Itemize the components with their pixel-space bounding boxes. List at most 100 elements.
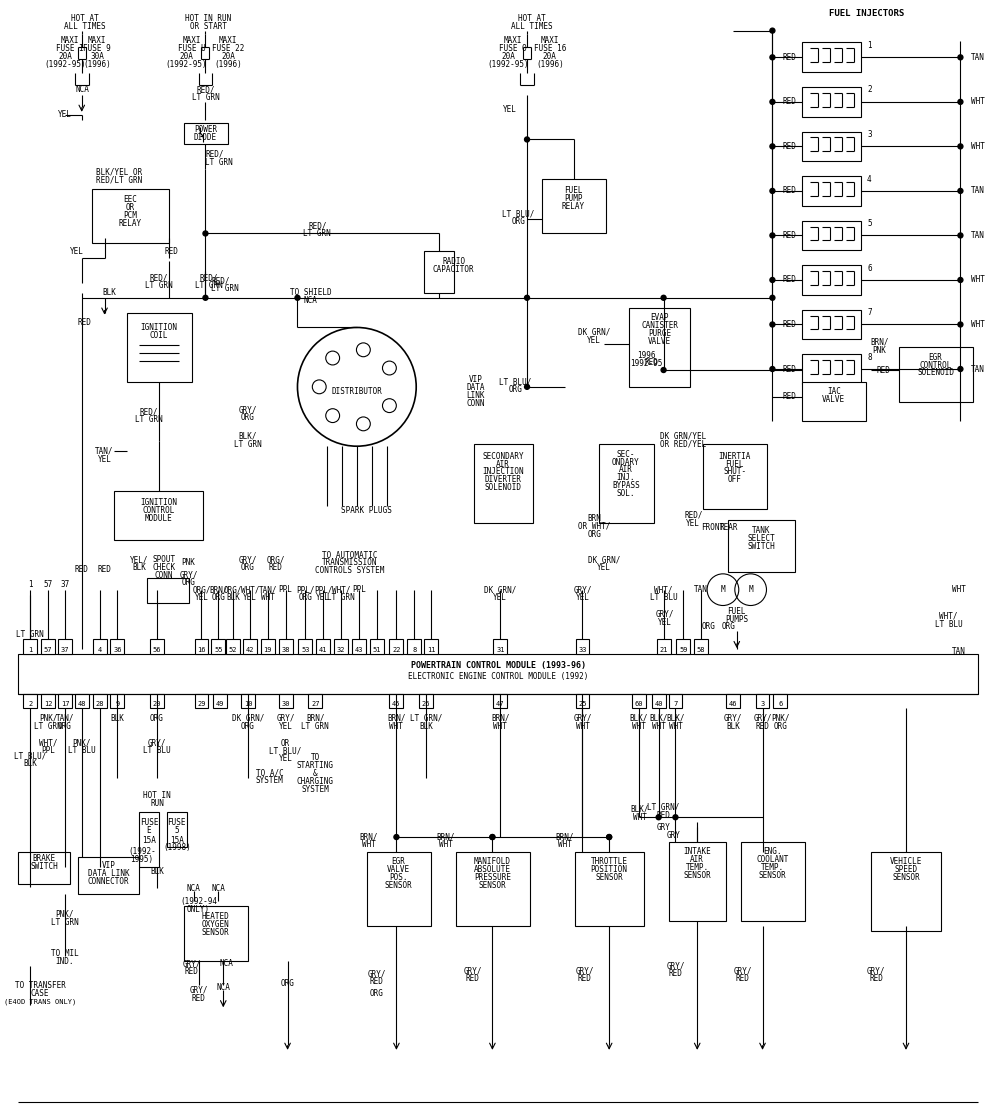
Text: GRY/: GRY/	[655, 610, 674, 619]
Text: PPL/: PPL/	[296, 585, 315, 594]
Text: FUSE U: FUSE U	[178, 44, 205, 53]
Text: LT BLU: LT BLU	[143, 747, 171, 756]
Text: RED: RED	[876, 366, 890, 375]
Bar	[147, 578, 189, 603]
Bar	[184, 907, 248, 960]
Text: 40: 40	[654, 701, 663, 708]
Text: SPOUT: SPOUT	[152, 556, 175, 565]
Text: 53: 53	[301, 647, 310, 653]
Bar	[407, 639, 421, 654]
Text: WHT: WHT	[362, 841, 376, 850]
Text: 29: 29	[197, 701, 206, 708]
Bar	[298, 639, 312, 654]
Text: BLK/: BLK/	[666, 713, 685, 723]
Text: 1995): 1995)	[131, 855, 154, 864]
Bar	[629, 307, 690, 387]
Text: YEL: YEL	[493, 593, 507, 603]
Text: GRY/: GRY/	[189, 986, 208, 995]
Text: 58: 58	[697, 647, 705, 653]
Text: RED: RED	[577, 974, 591, 983]
Text: RED: RED	[782, 364, 796, 373]
Bar	[110, 693, 124, 709]
Text: 59: 59	[679, 647, 688, 653]
Text: DK GRN/YEL: DK GRN/YEL	[660, 432, 706, 440]
Bar	[226, 639, 240, 654]
Bar	[58, 693, 72, 709]
Text: DATA LINK: DATA LINK	[88, 869, 129, 878]
Text: 27: 27	[311, 701, 320, 708]
Text: HOT IN RUN: HOT IN RUN	[185, 15, 232, 23]
Text: BRN/: BRN/	[359, 833, 378, 842]
Text: (E4OD TRANS ONLY): (E4OD TRANS ONLY)	[4, 998, 76, 1005]
Text: (1996): (1996)	[536, 59, 564, 69]
Text: INTAKE: INTAKE	[683, 847, 711, 856]
Text: BLK/: BLK/	[630, 713, 648, 723]
Bar	[726, 693, 740, 709]
Text: TAN: TAN	[971, 231, 985, 240]
Text: M: M	[721, 585, 725, 594]
Text: RED: RED	[185, 967, 199, 976]
Text: MAXI: MAXI	[541, 36, 559, 45]
Circle shape	[958, 189, 963, 193]
Text: DK GRN/: DK GRN/	[232, 713, 264, 723]
Text: FUEL INJECTORS: FUEL INJECTORS	[829, 9, 904, 18]
Bar	[419, 693, 433, 709]
Text: MAXI: MAXI	[219, 36, 237, 45]
Text: PUMPS: PUMPS	[725, 615, 748, 624]
Circle shape	[607, 834, 612, 840]
Text: 16: 16	[197, 647, 206, 653]
Text: RELAY: RELAY	[119, 219, 142, 228]
Text: VALVE: VALVE	[648, 337, 671, 345]
Bar	[75, 693, 89, 709]
Text: SOLENOID: SOLENOID	[485, 483, 522, 492]
Text: RED/: RED/	[150, 274, 168, 283]
Text: NCA: NCA	[211, 884, 225, 893]
Text: CAPACITOR: CAPACITOR	[433, 265, 475, 274]
Text: GRY/: GRY/	[463, 966, 482, 975]
Text: WHT: WHT	[971, 97, 985, 106]
Text: SENSOR: SENSOR	[595, 873, 623, 882]
Text: OXYGEN: OXYGEN	[201, 920, 229, 929]
Bar	[542, 179, 606, 234]
Text: 42: 42	[246, 647, 254, 653]
Text: TO TRANSFER: TO TRANSFER	[15, 980, 66, 989]
Text: REAR: REAR	[720, 523, 738, 532]
Text: VALVE: VALVE	[387, 865, 410, 874]
Bar	[23, 639, 37, 654]
Text: RED: RED	[782, 53, 796, 61]
Bar	[18, 654, 978, 693]
Bar	[657, 639, 671, 654]
Bar	[493, 639, 507, 654]
Text: 17: 17	[61, 701, 69, 708]
Text: 6: 6	[778, 701, 782, 708]
Text: 20: 20	[153, 701, 161, 708]
Text: 28: 28	[95, 701, 104, 708]
Text: 55: 55	[214, 647, 223, 653]
Text: FUEL: FUEL	[726, 459, 744, 468]
Text: 1: 1	[28, 580, 33, 589]
Circle shape	[958, 367, 963, 371]
Bar	[802, 354, 861, 383]
Text: WHT: WHT	[493, 722, 507, 731]
Bar	[899, 348, 973, 401]
Text: POWERTRAIN CONTROL MODULE (1993-96): POWERTRAIN CONTROL MODULE (1993-96)	[411, 662, 586, 671]
Text: 6: 6	[867, 264, 872, 273]
Text: EEC: EEC	[123, 196, 137, 205]
Text: TO A/C: TO A/C	[256, 768, 284, 777]
Circle shape	[770, 144, 775, 149]
Text: MAXI: MAXI	[61, 36, 79, 45]
Text: RED: RED	[269, 563, 283, 572]
Text: 3: 3	[760, 701, 765, 708]
Text: NCA: NCA	[219, 959, 233, 968]
Text: SWITCH: SWITCH	[748, 541, 775, 551]
Circle shape	[770, 28, 775, 34]
Text: 22: 22	[392, 647, 401, 653]
Bar	[474, 444, 533, 523]
Text: POWER: POWER	[194, 125, 217, 134]
Bar	[676, 639, 690, 654]
Text: TAN: TAN	[694, 585, 708, 594]
Text: MAXI: MAXI	[87, 36, 106, 45]
Circle shape	[958, 277, 963, 283]
Text: FUEL: FUEL	[728, 607, 746, 616]
Bar	[41, 639, 55, 654]
